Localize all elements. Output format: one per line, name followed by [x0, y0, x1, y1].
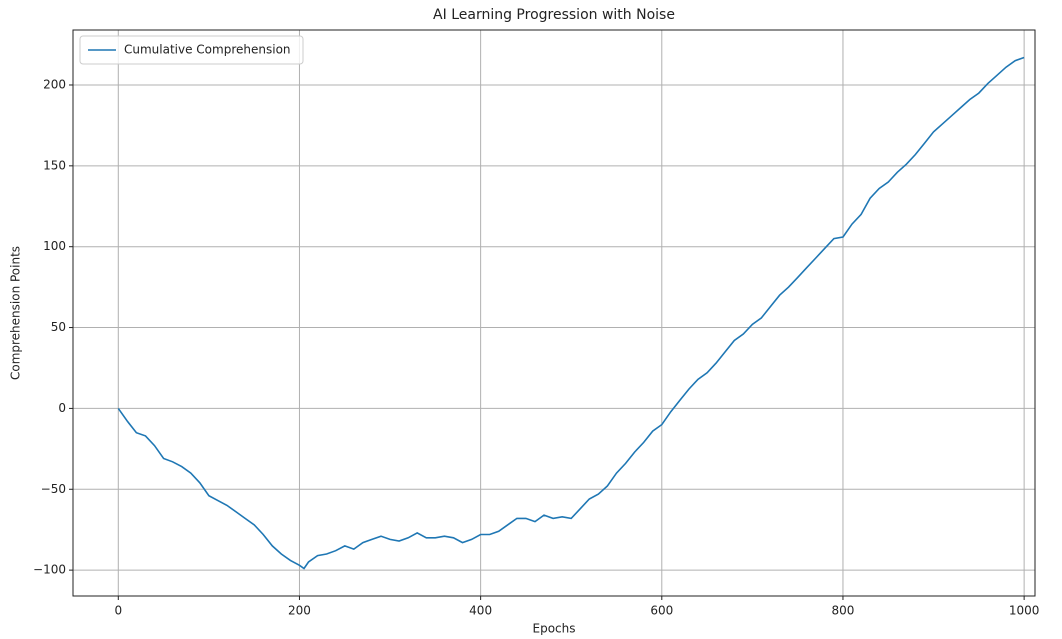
y-tick-label: −50: [41, 482, 66, 496]
legend-label: Cumulative Comprehension: [124, 43, 291, 57]
x-axis-label: Epochs: [533, 622, 576, 636]
y-tick-label: 0: [58, 401, 66, 415]
x-tick-label: 1000: [1009, 604, 1040, 618]
x-tick-label: 400: [469, 604, 492, 618]
x-tick-label: 200: [288, 604, 311, 618]
y-axis-label: Comprehension Points: [9, 246, 23, 380]
data-line: [117, 56, 1025, 570]
y-tick-label: 200: [43, 77, 66, 91]
plot-frame: [72, 29, 1036, 597]
x-tick-label: 600: [650, 604, 673, 618]
x-tick-label: 0: [114, 604, 122, 618]
y-tick-label: −100: [33, 563, 66, 577]
y-tick-label: 50: [51, 320, 66, 334]
chart-title: AI Learning Progression with Noise: [433, 7, 675, 23]
legend-box: [79, 35, 304, 65]
y-tick-label: 150: [43, 158, 66, 172]
y-tick-label: 100: [43, 239, 66, 253]
x-tick-label: 800: [832, 604, 855, 618]
